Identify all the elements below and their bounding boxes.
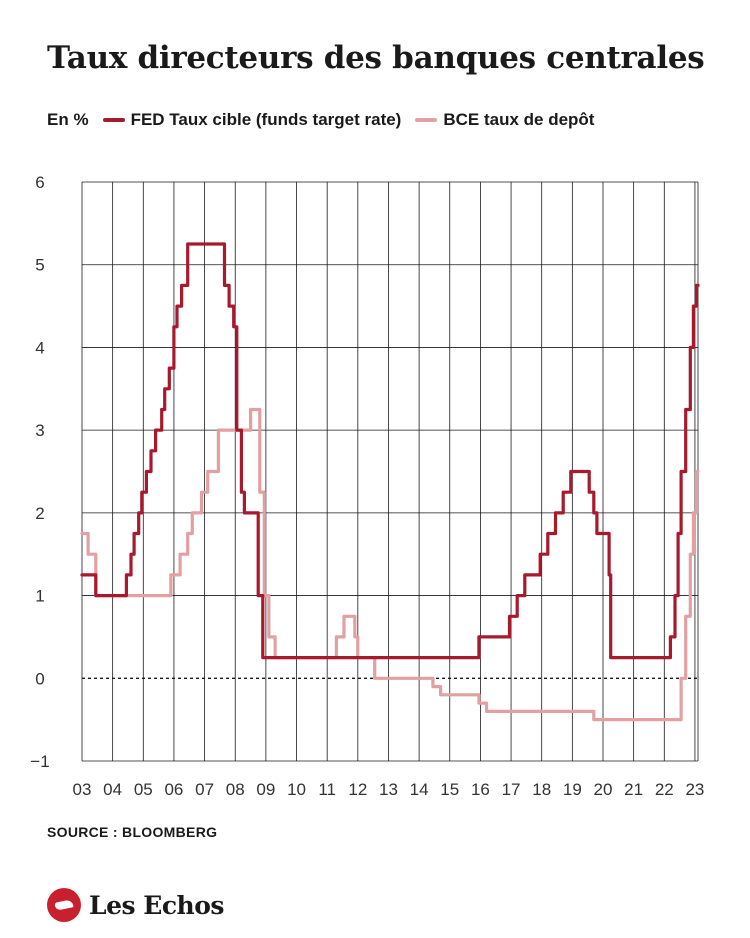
x-tick-label-22: 22 <box>655 780 674 799</box>
legend-item-fed: FED Taux cible (funds target rate) <box>102 110 402 130</box>
x-tick-label-16: 16 <box>471 780 490 799</box>
x-tick-label-09: 09 <box>256 780 275 799</box>
y-tick-label-4: 2 <box>35 504 44 523</box>
x-tick-label-07: 07 <box>195 780 214 799</box>
x-tick-label-13: 13 <box>379 780 398 799</box>
y-tick-label-7: −1 <box>30 752 49 771</box>
legend-label-fed: FED Taux cible (funds target rate) <box>130 110 402 129</box>
les-echos-bird-icon <box>47 888 81 922</box>
x-tick-label-04: 04 <box>103 780 122 799</box>
legend: En % FED Taux cible (funds target rate) … <box>47 109 608 131</box>
x-tick-label-12: 12 <box>348 780 367 799</box>
x-tick-label-19: 19 <box>563 780 582 799</box>
y-tick-label-5: 1 <box>35 587 44 606</box>
x-tick-label-20: 20 <box>594 780 613 799</box>
chart-title: Taux directeurs des banques centrales <box>47 40 705 76</box>
x-tick-label-05: 05 <box>134 780 153 799</box>
y-tick-label-0: 6 <box>35 173 44 192</box>
x-tick-label-21: 21 <box>624 780 643 799</box>
x-tick-label-15: 15 <box>440 780 459 799</box>
source-note: SOURCE : BLOOMBERG <box>47 824 218 840</box>
legend-item-bce: BCE taux de depôt <box>415 110 594 130</box>
brand-name: Les Echos <box>89 890 224 920</box>
brand-logo: Les Echos <box>47 888 224 922</box>
x-tick-label-23: 23 <box>685 780 704 799</box>
series-line-fed <box>80 242 700 660</box>
legend-swatch-fed <box>102 118 125 122</box>
legend-swatch-bce <box>415 118 438 122</box>
y-tick-label-1: 5 <box>35 256 44 275</box>
series-line-bce <box>80 407 700 722</box>
legend-label-bce: BCE taux de depôt <box>443 110 595 129</box>
y-tick-label-2: 4 <box>35 338 44 357</box>
x-tick-label-06: 06 <box>164 780 183 799</box>
x-tick-label-10: 10 <box>287 780 306 799</box>
x-tick-label-11: 11 <box>318 780 336 799</box>
x-tick-label-18: 18 <box>532 780 551 799</box>
x-tick-label-03: 03 <box>73 780 92 799</box>
x-tick-label-17: 17 <box>502 780 521 799</box>
x-tick-label-08: 08 <box>226 780 245 799</box>
y-tick-label-3: 3 <box>35 421 44 440</box>
x-tick-label-14: 14 <box>410 780 429 799</box>
unit-label: En % <box>47 110 89 129</box>
y-tick-label-6: 0 <box>35 669 44 688</box>
